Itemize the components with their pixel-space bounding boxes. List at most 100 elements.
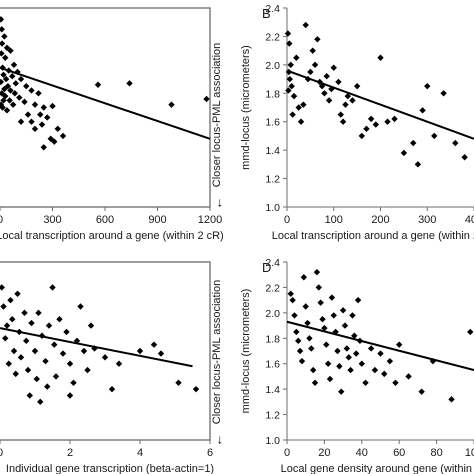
data-point [203,95,210,103]
data-point [352,350,360,357]
data-point [330,312,337,319]
data-point [9,316,16,323]
data-point [295,337,302,345]
data-point [315,284,322,291]
data-point [321,324,328,332]
data-point [56,316,63,323]
data-point [293,328,300,336]
data-point [51,341,58,348]
data-point [291,312,298,319]
data-point [44,114,51,121]
data-point [63,328,70,336]
x-tick-label: 100 [325,214,343,226]
data-point [309,366,317,374]
panel-1: 0 100 200 300 400 1.0 1.2 1.4 1.6 1.8 2.0 2.2 2.4 Loc… [240,3,474,242]
data-point [2,75,10,83]
data-point [52,373,60,380]
data-point [7,87,14,94]
panel-0: 0 300 600 900 1200 Local transcription around… [0,7,224,242]
panel-letter: B [262,6,271,21]
data-point [150,341,158,348]
data-point [287,290,294,297]
y-tick-label: 1.0 [265,202,280,214]
data-point [126,80,133,87]
y-tick-label: 1.0 [265,435,280,447]
data-point [12,370,19,378]
data-point [342,101,349,108]
data-point [414,161,422,168]
data-point [323,341,330,348]
data-point [42,357,49,365]
plot-frame [0,261,211,441]
data-point [26,392,33,399]
data-point [12,80,19,87]
data-point [87,322,95,329]
data-point [0,16,5,23]
data-point [339,118,347,125]
data-point [345,354,352,361]
data-point [6,97,13,104]
data-point [349,312,356,319]
data-point [298,357,306,365]
data-point [192,385,200,393]
x-tick-label: 100 [465,447,474,459]
data-point [157,350,165,357]
side-label-top: Closer locus-PML association [211,43,223,187]
x-tick-label: 6 [207,447,213,459]
data-point [334,347,341,355]
data-point [405,373,412,380]
y-tick-label: 2.4 [265,3,280,15]
data-point [323,73,330,80]
trend-line [286,69,474,140]
data-point [21,98,28,106]
y-tick-label: 1.4 [265,384,280,396]
x-tick-label: 40 [356,447,368,459]
data-point [35,309,42,317]
data-point [0,284,5,291]
data-point [372,121,380,128]
data-point [10,347,18,355]
data-point [319,316,326,323]
data-point [23,337,30,345]
data-point [28,87,35,94]
data-point [318,82,326,90]
data-point [0,71,7,79]
data-point [94,81,102,88]
data-point [341,322,349,329]
data-point [311,61,319,69]
data-point [9,73,16,80]
data-point [324,360,332,367]
data-point [7,47,14,54]
data-point [309,47,316,54]
data-point [339,307,347,314]
data-point [28,118,35,125]
data-point [49,102,56,110]
y-tick-label: 1.4 [265,145,280,157]
data-point [285,87,292,94]
data-point [9,101,17,108]
data-point [300,274,308,281]
side-arrow-bottom: ← [210,434,225,447]
data-point [84,366,91,374]
y-tick-label: 2.2 [265,282,280,294]
data-point [136,347,144,355]
data-point [288,82,295,90]
data-point [28,319,35,327]
panel-letter: D [262,260,271,275]
data-point [3,107,11,114]
data-point [302,303,309,310]
x-tick-label: 80 [430,447,442,459]
data-point [16,94,23,101]
x-tick-label: 300 [43,214,61,226]
data-point [31,125,39,133]
x-tick-label: 200 [371,214,389,226]
data-point [314,36,321,43]
x-tick-label: 20 [318,447,330,459]
trend-line [0,327,193,368]
data-point [77,303,84,310]
data-point [396,341,403,348]
data-point [424,82,431,90]
data-point [287,61,294,69]
y-tick-label: 2.0 [265,60,280,72]
data-point [45,322,53,329]
